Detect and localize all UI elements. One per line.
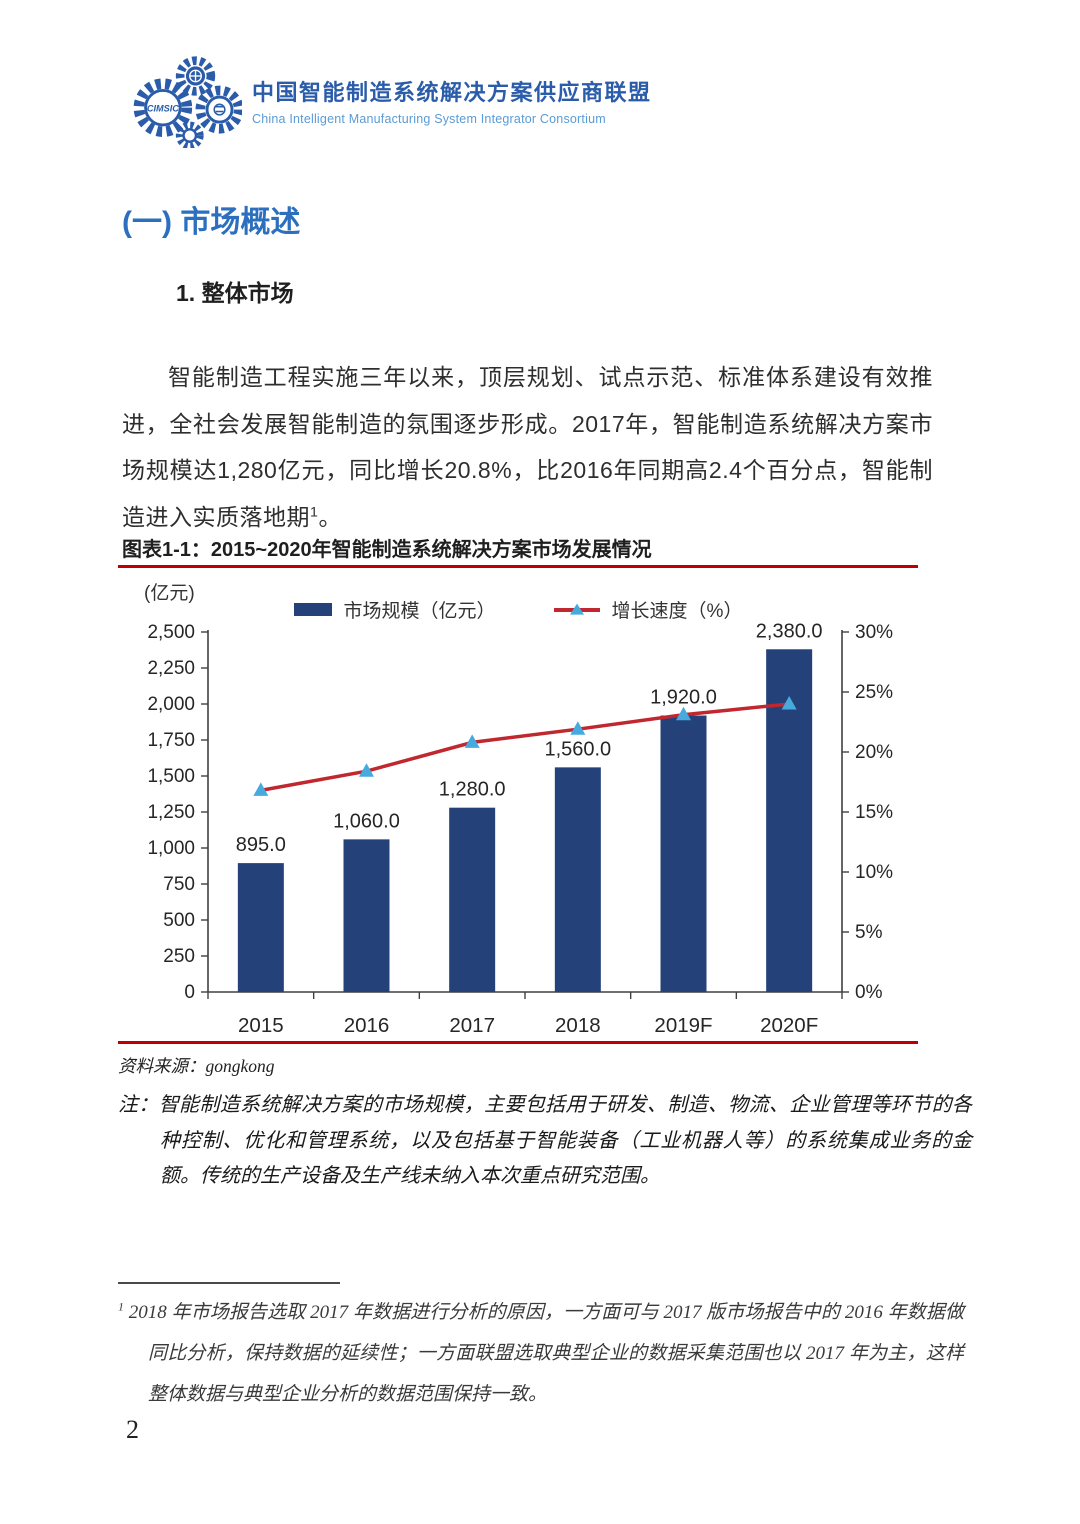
left-axis-tick-label: 2,000	[147, 694, 195, 715]
bar-2019F	[660, 715, 707, 992]
x-axis-category-label: 2018	[555, 1014, 601, 1037]
left-axis-tick-label: 1,250	[147, 802, 195, 823]
growth-marker-icon	[570, 721, 586, 735]
left-axis-tick-label: 750	[163, 874, 195, 895]
triangle-marker-icon	[569, 603, 584, 615]
legend-item-growth-rate: 增长速度（%）	[553, 596, 743, 623]
right-axis-tick-label: 20%	[855, 742, 893, 763]
org-name-en: China Intelligent Manufacturing System I…	[252, 111, 606, 126]
bar-2017	[449, 807, 496, 992]
right-axis-tick-label: 10%	[855, 862, 893, 883]
x-axis-category-label: 2016	[344, 1014, 390, 1037]
footnote-text: 2018 年市场报告选取 2017 年数据进行分析的原因，一方面可与 2017 …	[128, 1302, 964, 1405]
source-label: 资料来源：	[118, 1056, 206, 1076]
org-title-block: 中国智能制造系统解决方案供应商联盟 China Intelligent Manu…	[252, 75, 652, 126]
right-axis-tick-label: 0%	[855, 982, 883, 1003]
org-name-cn: 中国智能制造系统解决方案供应商联盟	[252, 79, 652, 105]
left-axis-tick-label: 1,750	[147, 730, 195, 751]
page-number: 2	[126, 1415, 139, 1444]
growth-line	[260, 702, 790, 793]
right-axis-tick-label: 25%	[855, 682, 893, 703]
left-axis-tick-label: 0	[184, 982, 195, 1003]
left-axis-tick-label: 2,500	[147, 622, 195, 643]
figure-top-rule	[118, 565, 918, 568]
right-axis-tick-label: 30%	[855, 622, 893, 643]
chart-plot-area: 0 250 500 750 1,000 1,250 1,500 1,750 2,000 2,250…	[147, 620, 893, 1037]
bar-value-label: 1,060.0	[333, 810, 400, 832]
body-paragraph-end: 。	[318, 503, 342, 530]
body-paragraph: 智能制造工程实施三年以来，顶层规划、试点示范、标准体系建设有效推进，全社会发展智…	[122, 354, 933, 540]
section-subheading: 1. 整体市场	[176, 280, 294, 306]
bar-value-label: 2,380.0	[756, 620, 823, 642]
source-value: gongkong	[205, 1056, 275, 1076]
chart-legend: 市场规模（亿元） 增长速度（%）	[118, 596, 918, 623]
bar-value-label: 1,920.0	[650, 687, 717, 709]
figure-source: 资料来源：gongkong	[118, 1053, 275, 1078]
right-axis-tick-label: 5%	[855, 922, 883, 943]
bar-value-label: 1,560.0	[544, 738, 611, 760]
gears-logo-icon: CIMSIC	[133, 56, 242, 148]
figure-note: 注：智能制造系统解决方案的市场规模，主要包括用于研发、制造、物流、企业管理等环节…	[118, 1088, 972, 1195]
x-axis-category-label: 2019F	[654, 1014, 712, 1037]
footnote-reference[interactable]: 1	[310, 503, 319, 520]
legend-label-market-size: 市场规模（亿元）	[343, 601, 496, 622]
section-heading: (一) 市场概述	[122, 206, 301, 239]
note-label: 注：	[118, 1094, 159, 1116]
line-series-swatch-icon	[553, 603, 600, 615]
growth-marker-icon	[676, 706, 691, 721]
right-axis-tick-label: 15%	[855, 802, 893, 823]
footnote: 1 2018 年市场报告选取 2017 年数据进行分析的原因，一方面可与 201…	[118, 1292, 964, 1415]
left-axis-tick-label: 1,500	[147, 766, 195, 787]
footnote-separator	[118, 1282, 340, 1284]
bar-value-label: 1,280.0	[439, 779, 506, 801]
growth-marker-icon	[253, 782, 269, 796]
note-text: 智能制造系统解决方案的市场规模，主要包括用于研发、制造、物流、企业管理等环节的各…	[158, 1094, 973, 1187]
left-axis-tick-label: 500	[163, 910, 195, 931]
logo-acronym: CIMSIC	[147, 104, 179, 114]
bar-value-label: 895.0	[236, 834, 286, 856]
x-axis-category-label: 2020F	[760, 1014, 818, 1037]
growth-marker-icon	[464, 734, 480, 748]
left-axis-tick-label: 1,000	[147, 838, 195, 859]
figure-caption: 图表1-1：2015~2020年智能制造系统解决方案市场发展情况	[122, 539, 652, 561]
bar-series-swatch-icon	[293, 603, 332, 616]
growth-marker-icon	[781, 696, 797, 710]
growth-marker-icon	[359, 763, 374, 777]
legend-label-growth-rate: 增长速度（%）	[611, 601, 743, 622]
figure-bottom-rule	[118, 1041, 918, 1044]
bar-2015	[237, 863, 284, 992]
bar-2016	[343, 839, 390, 992]
left-axis-tick-label: 2,250	[147, 658, 195, 679]
legend-item-market-size: 市场规模（亿元）	[293, 596, 496, 623]
left-axis-unit-label: (亿元)	[144, 583, 195, 604]
footnote-marker: 1	[118, 1300, 124, 1314]
market-chart: 0 250 500 750 1,000 1,250 1,500 1,750 2,000 2,250…	[118, 572, 918, 1038]
left-axis-tick-label: 250	[163, 946, 195, 967]
x-axis-category-label: 2015	[238, 1014, 284, 1037]
x-axis-category-label: 2017	[449, 1014, 495, 1037]
body-paragraph-text: 智能制造工程实施三年以来，顶层规划、试点示范、标准体系建设有效推进，全社会发展智…	[122, 364, 933, 530]
org-logo: CIMSIC 中国智能制造系统解决方案供应商联盟 China Intellige…	[126, 52, 652, 148]
bar-2018	[554, 767, 601, 992]
